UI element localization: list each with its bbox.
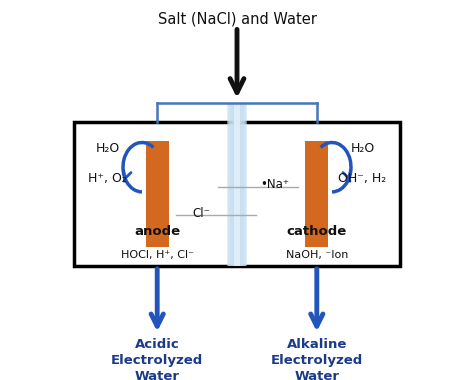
- Text: OH⁻, H₂: OH⁻, H₂: [338, 172, 386, 185]
- Bar: [146, 141, 169, 247]
- Text: H⁺, O₂: H⁺, O₂: [88, 172, 127, 185]
- Bar: [229, 103, 245, 266]
- Text: cathode: cathode: [287, 225, 347, 238]
- Bar: [73, 122, 401, 266]
- Text: H₂O: H₂O: [96, 142, 120, 155]
- Text: HOCl, H⁺, Cl⁻: HOCl, H⁺, Cl⁻: [121, 250, 194, 260]
- Text: H₂O: H₂O: [350, 142, 374, 155]
- Bar: [236, 103, 238, 266]
- Bar: [227, 103, 247, 266]
- Text: anode: anode: [134, 225, 180, 238]
- Text: NaOH, ⁻Ion: NaOH, ⁻Ion: [286, 250, 348, 260]
- Bar: [305, 141, 328, 247]
- Bar: [234, 103, 240, 266]
- Bar: [233, 103, 241, 266]
- Bar: [232, 103, 242, 266]
- Text: Cl⁻: Cl⁻: [192, 207, 210, 220]
- Bar: [234, 103, 240, 266]
- Text: Salt (NaCl) and Water: Salt (NaCl) and Water: [157, 11, 317, 26]
- Text: •Na⁺: •Na⁺: [260, 178, 289, 191]
- Bar: [228, 103, 246, 266]
- Bar: [230, 103, 244, 266]
- Text: Alkaline
Electrolyzed
Water: Alkaline Electrolyzed Water: [271, 338, 363, 380]
- Text: Acidic
Electrolyzed
Water: Acidic Electrolyzed Water: [111, 338, 203, 380]
